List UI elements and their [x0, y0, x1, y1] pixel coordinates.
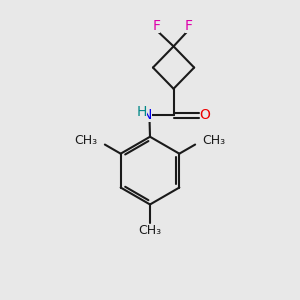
Text: CH₃: CH₃ — [138, 224, 162, 238]
Text: N: N — [142, 108, 152, 122]
Text: CH₃: CH₃ — [75, 134, 98, 147]
Text: H: H — [137, 105, 147, 119]
Text: F: F — [185, 19, 193, 33]
Text: F: F — [152, 19, 160, 33]
Text: CH₃: CH₃ — [202, 134, 225, 147]
Text: O: O — [200, 108, 211, 122]
